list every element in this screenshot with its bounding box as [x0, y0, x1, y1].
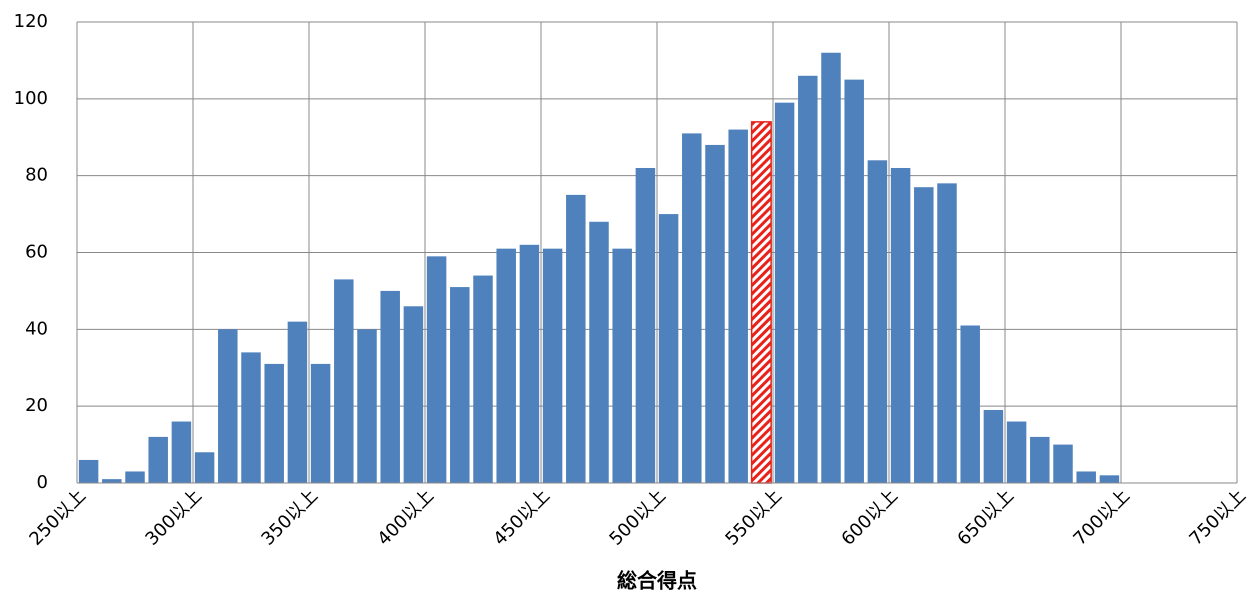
bar: [821, 52, 841, 483]
bar: [519, 244, 540, 483]
x-tick-label: 300以上: [141, 485, 206, 550]
bar: [171, 421, 192, 483]
x-tick-label: 550以上: [721, 485, 786, 550]
y-tick-label: 40: [25, 318, 48, 339]
bar: [148, 436, 168, 483]
bar: [658, 214, 679, 484]
bar: [1006, 421, 1027, 483]
y-tick-label: 120: [14, 11, 48, 32]
bar: [728, 129, 748, 484]
bar: [450, 287, 470, 483]
y-tick-label: 20: [25, 395, 48, 416]
y-tick-label: 100: [14, 88, 48, 109]
bar: [914, 187, 934, 484]
bar: [937, 183, 957, 483]
x-tick-label: 400以上: [373, 485, 438, 550]
bar: [218, 329, 238, 483]
x-tick-label: 600以上: [837, 485, 902, 550]
bar: [890, 167, 911, 483]
x-tick-label: 650以上: [953, 485, 1018, 550]
bar: [1076, 471, 1096, 483]
bar: [867, 160, 888, 484]
bar: [241, 352, 261, 483]
bar: [1099, 475, 1120, 483]
x-tick-label: 750以上: [1185, 485, 1250, 550]
bar: [798, 75, 818, 484]
bar: [496, 248, 516, 483]
y-tick-label: 80: [25, 165, 48, 186]
bar: [473, 275, 493, 483]
bar: [78, 459, 99, 483]
bar: [380, 290, 400, 483]
bar: [960, 325, 980, 483]
x-tick-label: 500以上: [605, 485, 670, 550]
bar: [635, 167, 656, 483]
x-tick-label: 250以上: [25, 485, 90, 550]
bar: [125, 471, 145, 483]
bar: [264, 363, 284, 483]
y-tick-label: 0: [37, 472, 48, 493]
bar: [566, 194, 586, 483]
x-axis-title: 総合得点: [617, 569, 697, 593]
bar: [287, 321, 308, 483]
bar: [983, 410, 1004, 483]
bar: [310, 363, 331, 483]
bar: [844, 79, 864, 483]
bar: [334, 279, 354, 483]
bar: [542, 248, 563, 483]
bar: [194, 452, 215, 483]
bar: [102, 479, 122, 483]
bar: [750, 121, 772, 484]
bar: [612, 248, 632, 483]
bar: [1053, 444, 1073, 483]
bar: [426, 256, 447, 483]
bar: [774, 102, 795, 484]
x-tick-label: 350以上: [257, 485, 322, 550]
bar: [403, 306, 424, 483]
bar: [1030, 436, 1050, 483]
bar: [705, 144, 725, 483]
bar: [682, 133, 702, 484]
x-tick-label: 700以上: [1069, 485, 1134, 550]
y-tick-label: 60: [25, 242, 48, 263]
x-tick-label: 450以上: [489, 485, 554, 550]
bar: [589, 221, 609, 483]
bar: [357, 329, 377, 483]
